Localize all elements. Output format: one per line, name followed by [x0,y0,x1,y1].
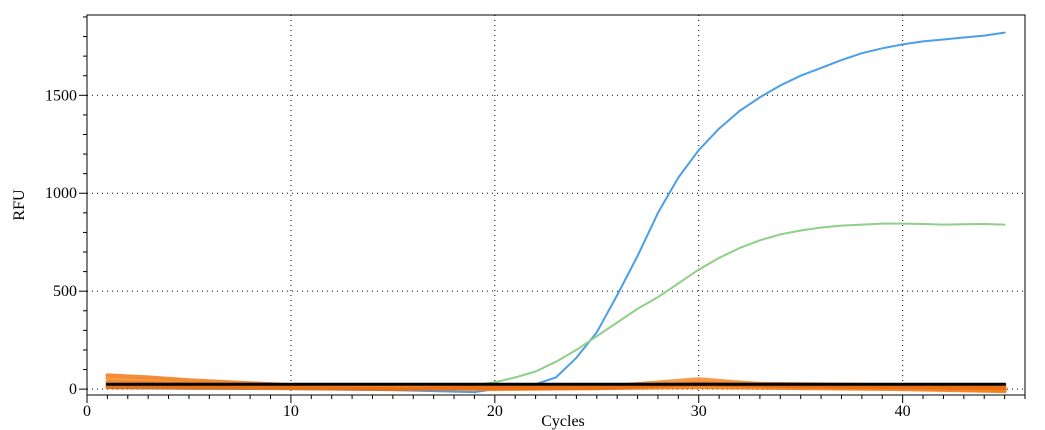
y-tick-label: 1500 [45,87,77,104]
grid [87,15,1025,395]
x-tick-label: 0 [83,403,91,420]
x-tick-label: 40 [895,403,911,420]
series-line-7 [105,382,1007,392]
plot-area [86,14,1026,396]
y-tick-label: 1000 [45,185,77,202]
y-axis-label: RFU [11,189,28,221]
x-tick-label: 30 [691,403,707,420]
series-group [105,31,1007,394]
y-tick-label: 500 [53,283,77,300]
x-tick-label: 20 [487,403,503,420]
x-axis-label: Cycles [541,413,585,430]
axis-ticks: 0 10 20 30 40 0 500 1000 1500 [45,16,1026,420]
x-tick-label: 10 [283,403,299,420]
y-tick-label: 0 [69,381,77,398]
